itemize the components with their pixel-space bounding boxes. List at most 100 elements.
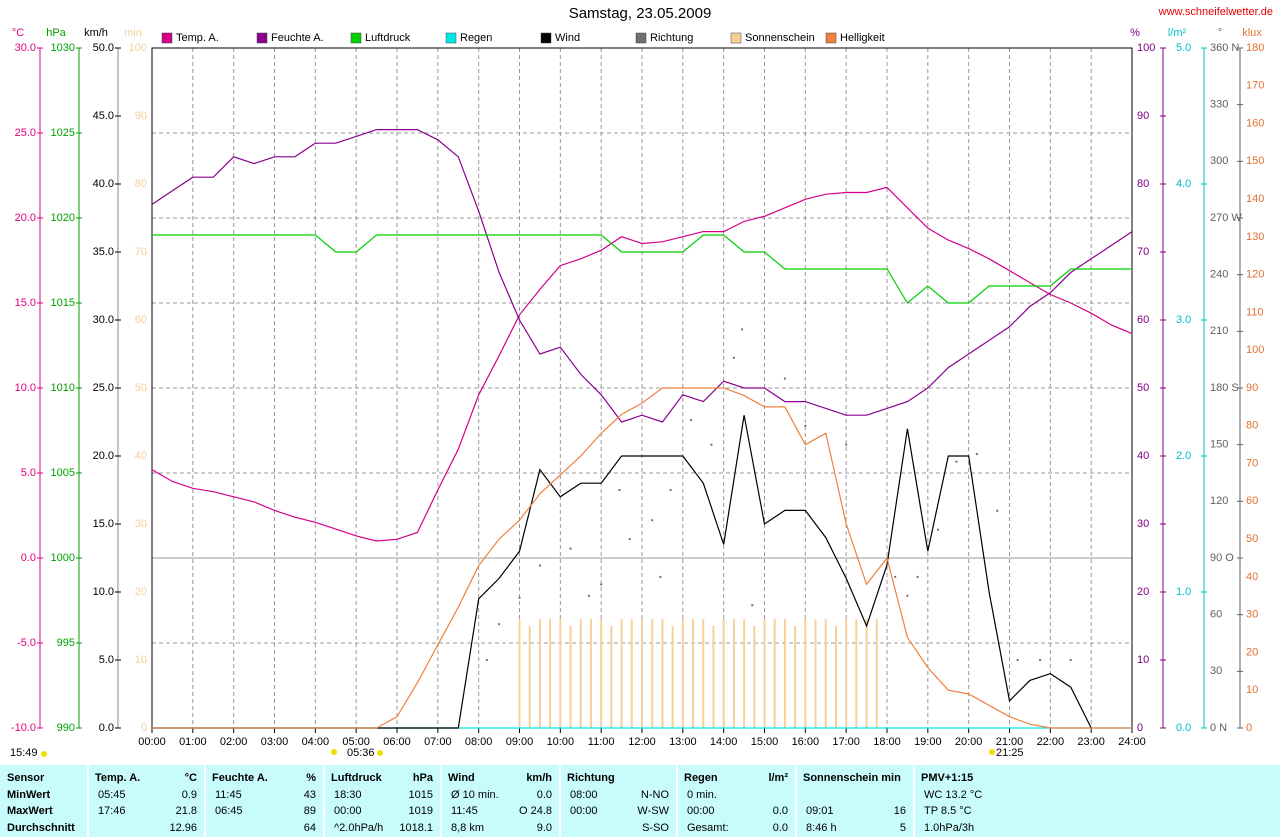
direction-dot	[587, 594, 590, 597]
x-tick-label: 05:00	[342, 736, 370, 748]
y-tick-label: -5.0	[17, 637, 36, 649]
sunshine-bar	[824, 619, 827, 728]
summary-cell: W-SW	[637, 805, 669, 817]
y-tick-label: 5.0	[21, 467, 36, 479]
summary-cell: 11:45	[451, 805, 478, 817]
legend-label: Feuchte A.	[271, 32, 324, 44]
x-tick-label: 16:00	[792, 736, 820, 748]
sunshine-bar	[773, 619, 776, 728]
sunshine-bar	[702, 619, 705, 728]
direction-dot	[618, 489, 621, 491]
summary-cell: 09:01	[806, 805, 834, 817]
group-title: PMV+1:15	[921, 772, 973, 784]
sunshine-bar	[610, 626, 613, 728]
y-tick-label: 130	[1246, 231, 1264, 243]
summary-cell: 06:45	[215, 805, 243, 817]
sun-icon	[331, 749, 337, 755]
annotation: 21:25	[996, 747, 1024, 759]
series-line	[152, 387, 1132, 729]
direction-dot	[894, 575, 897, 578]
y-tick-label: 90	[1246, 382, 1258, 394]
legend-swatch	[540, 32, 552, 44]
legend-swatch	[730, 32, 742, 44]
direction-dot	[518, 596, 521, 599]
y-tick-label: 1020	[51, 212, 75, 224]
sunshine-bar	[692, 619, 695, 728]
y-tick-label: 40	[1246, 571, 1258, 583]
y-tick-label: -10.0	[11, 722, 36, 734]
group-title: Richtung	[567, 772, 615, 784]
annotation: 05:36	[347, 747, 375, 759]
sunshine-bar	[538, 619, 541, 728]
summary-cell: WC 13.2 °C	[924, 789, 982, 801]
x-tick-label: 23:00	[1077, 736, 1105, 748]
y-tick-label: 160	[1246, 117, 1264, 129]
direction-dot	[741, 328, 744, 331]
y-tick-label: 90 O	[1210, 552, 1234, 564]
group-unit: km/h	[526, 772, 552, 784]
summary-cell: 0.0	[773, 822, 788, 834]
sunshine-bar	[845, 619, 848, 728]
y-tick-label: 15.0	[93, 518, 114, 530]
group-title: Sonnenschein min	[803, 772, 901, 784]
y-tick-label: 360 N	[1210, 42, 1239, 54]
y-tick-label: 3.0	[1176, 314, 1191, 326]
y-tick-label: 110	[1246, 306, 1264, 318]
site-link[interactable]: www.schneifelwetter.de	[1158, 6, 1273, 18]
sunshine-bar	[630, 619, 633, 728]
y-tick-label: 1030	[51, 42, 75, 54]
direction-dot	[955, 460, 958, 463]
sunshine-bar	[671, 626, 674, 728]
x-tick-label: 00:00	[138, 736, 166, 748]
summary-cell: 11:45	[215, 789, 242, 801]
axis-unit: °C	[12, 27, 24, 39]
summary-cell: 17:46	[98, 805, 126, 817]
y-tick-label: 30	[135, 518, 147, 530]
sunshine-bar	[783, 619, 786, 728]
direction-dot	[569, 547, 572, 550]
y-tick-label: 5.0	[99, 654, 114, 666]
y-tick-label: 0.0	[99, 722, 114, 734]
direction-dot	[1016, 659, 1019, 661]
sunshine-bar	[549, 619, 552, 728]
y-tick-label: 4.0	[1176, 178, 1191, 190]
legend-swatch	[635, 32, 647, 44]
group-title: Regen	[684, 772, 718, 784]
summary-cell: 8,8 km	[451, 822, 484, 834]
y-tick-label: 120	[1246, 269, 1264, 281]
series-line	[151, 186, 1133, 542]
sunshine-bar	[681, 619, 684, 728]
legend-label: Wind	[555, 32, 580, 44]
series-line	[152, 234, 1132, 304]
x-tick-label: 01:00	[179, 736, 207, 748]
axis-unit: °	[1218, 27, 1222, 39]
y-tick-label: 20.0	[15, 212, 36, 224]
x-tick-label: 02:00	[220, 736, 248, 748]
legend-label: Richtung	[650, 32, 693, 44]
y-tick-label: 120	[1210, 495, 1228, 507]
summary-cell: 0.9	[182, 789, 197, 801]
legend-label: Temp. A.	[176, 32, 219, 44]
direction-dot	[732, 356, 735, 359]
summary-cell: Ø 10 min.	[451, 789, 499, 801]
y-tick-label: 40	[1137, 450, 1149, 462]
summary-cell: 1.0hPa/3h	[924, 822, 974, 834]
summary-cell: 16	[894, 805, 906, 817]
y-tick-label: 70	[1246, 457, 1258, 469]
x-tick-label: 11:00	[588, 736, 615, 748]
y-tick-label: 10	[1137, 654, 1149, 666]
summary-cell: 00:00	[687, 805, 715, 817]
summary-cell: 08:00	[570, 789, 598, 801]
legend-swatch	[256, 32, 268, 44]
y-tick-label: 0.0	[1176, 722, 1191, 734]
y-tick-label: 60	[135, 314, 147, 326]
y-tick-label: 10.0	[93, 586, 114, 598]
legend-swatch	[445, 32, 457, 44]
y-tick-label: 2.0	[1176, 450, 1191, 462]
axis-unit: min	[124, 27, 142, 39]
direction-dot	[710, 443, 713, 446]
direction-dot	[1039, 659, 1042, 661]
sunshine-bar	[855, 619, 858, 728]
